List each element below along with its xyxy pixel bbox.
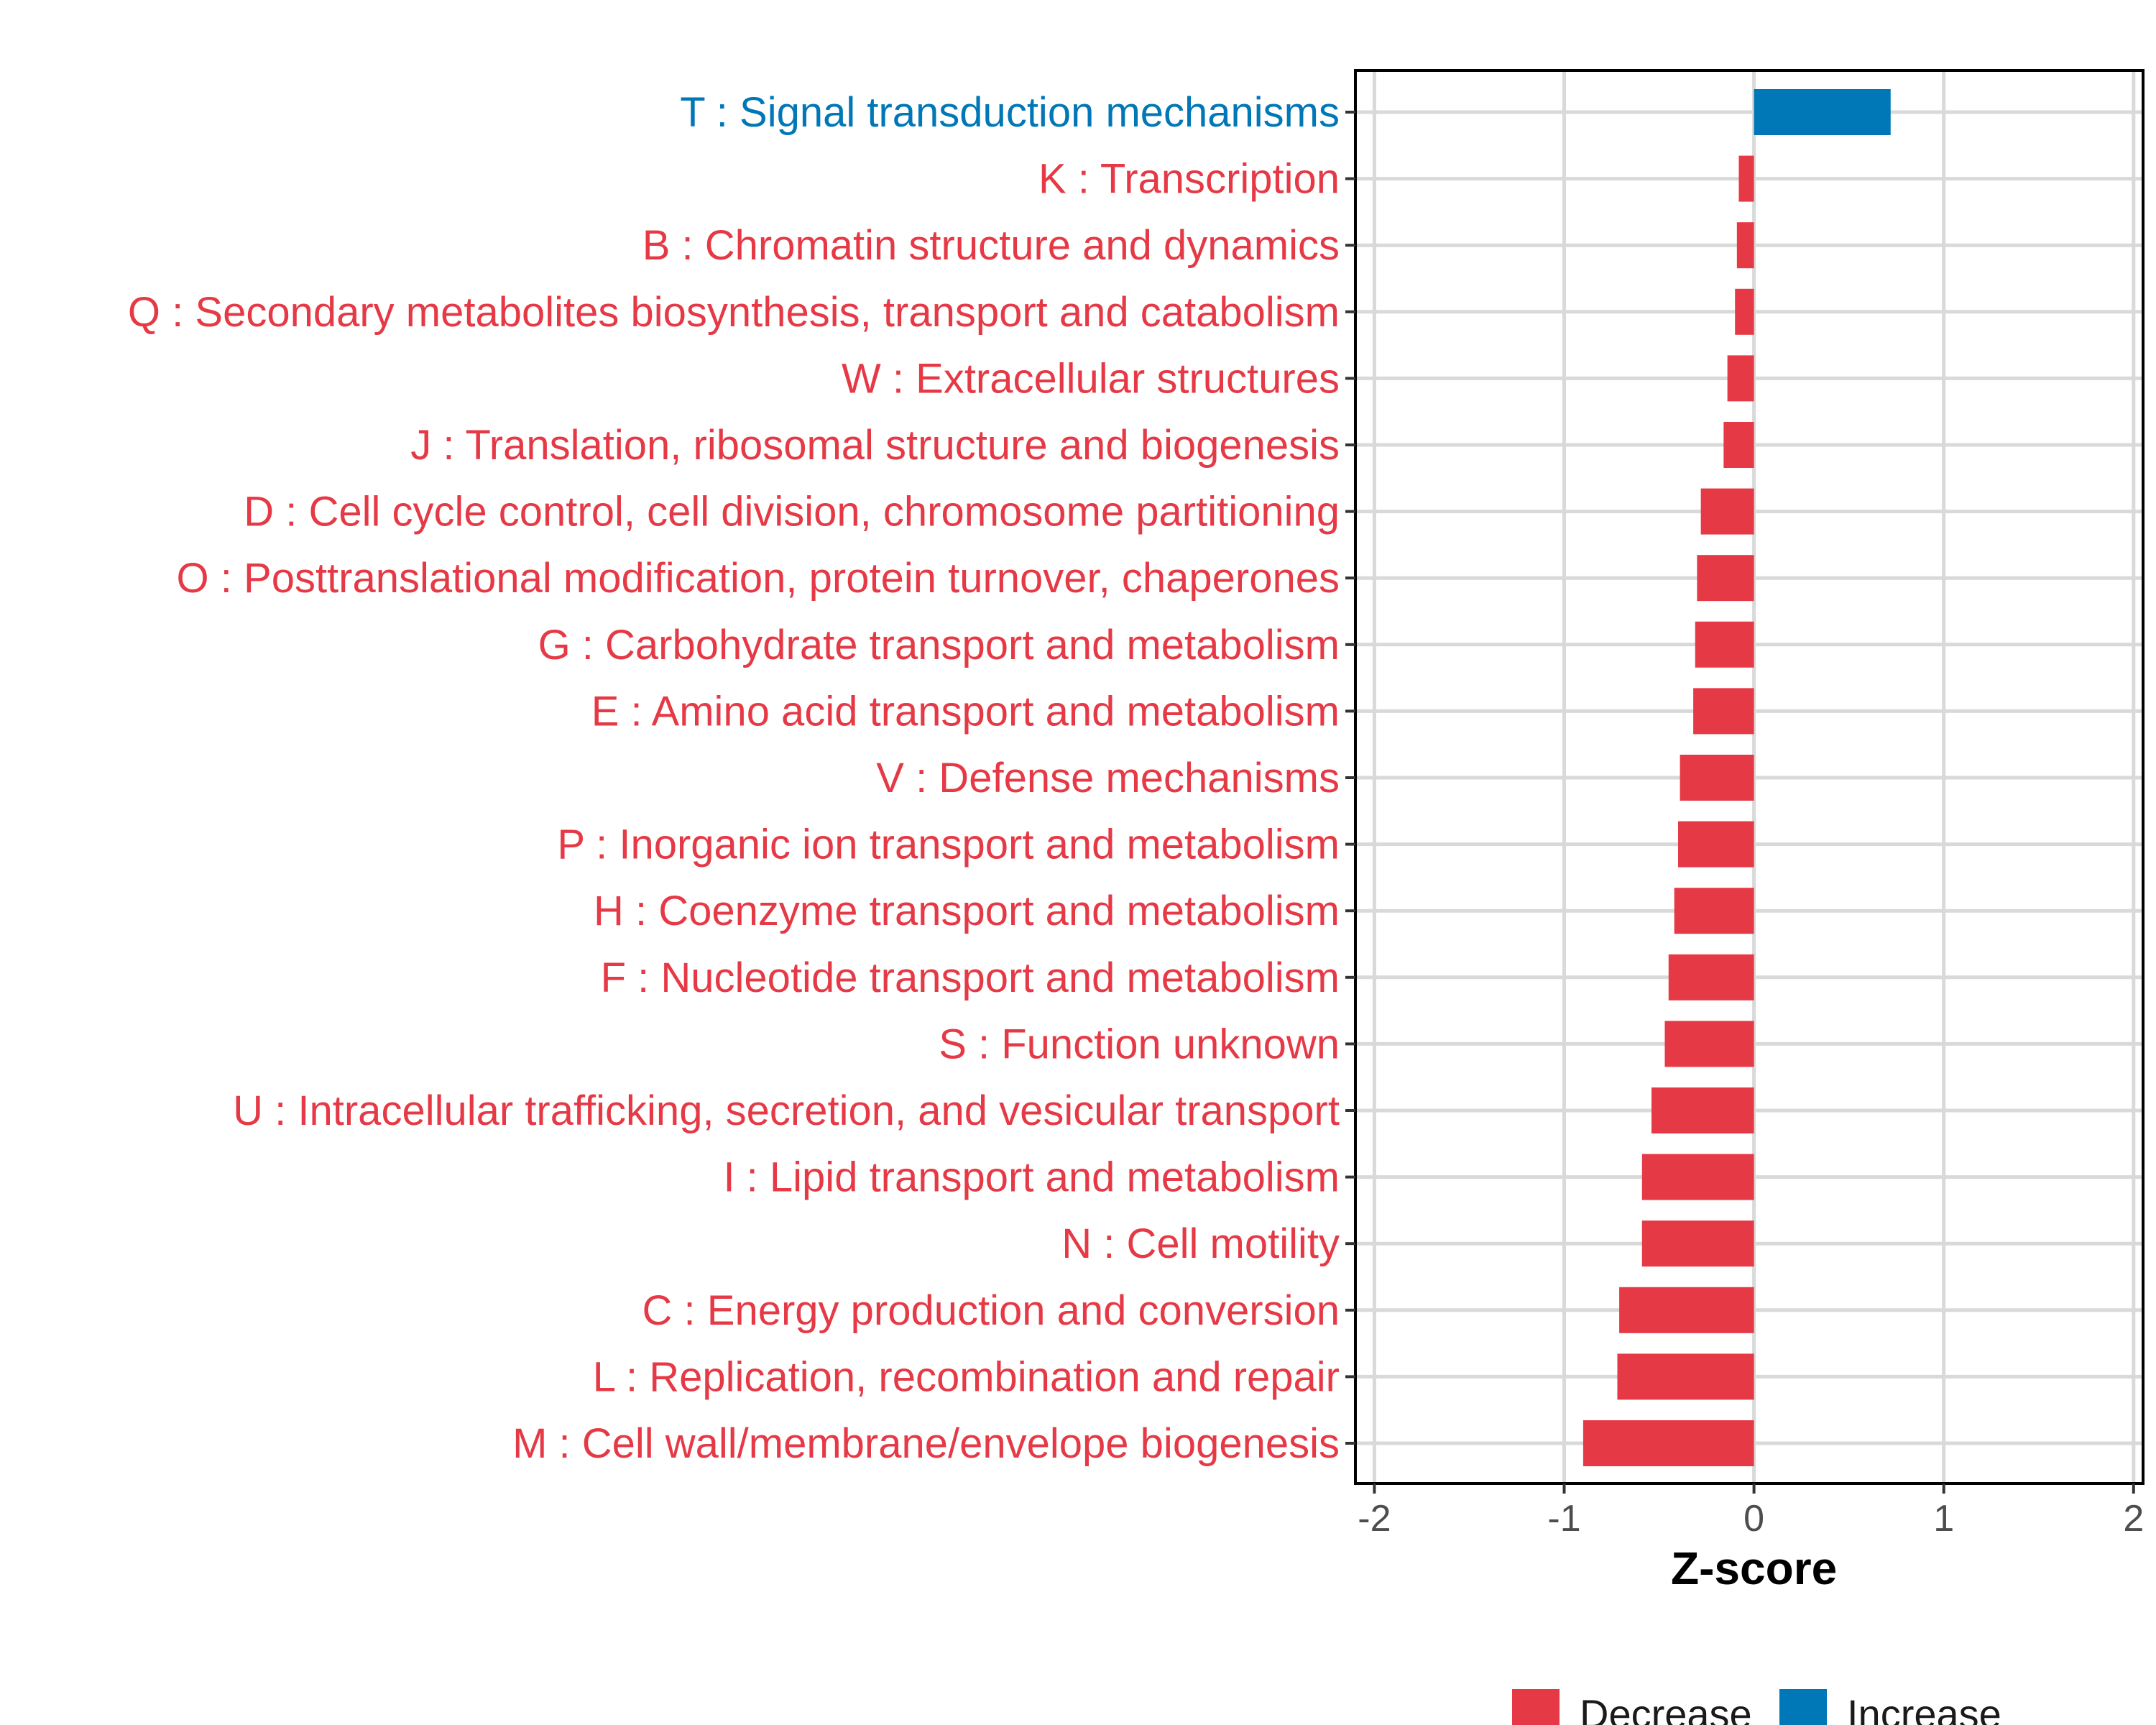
bar [1674, 888, 1754, 934]
category-label: W : Extracellular structures [842, 355, 1340, 402]
bar [1664, 1021, 1754, 1067]
bar [1680, 755, 1754, 801]
bar [1619, 1287, 1754, 1333]
category-label: Q : Secondary metabolites biosynthesis, … [128, 289, 1340, 336]
category-label: N : Cell motility [1061, 1220, 1340, 1267]
category-label: G : Carbohydrate transport and metabolis… [538, 622, 1340, 668]
bar [1677, 821, 1754, 868]
bar [1583, 1420, 1754, 1466]
bar [1693, 688, 1754, 735]
x-tick-label: -2 [1358, 1498, 1391, 1540]
x-tick-label: -1 [1547, 1498, 1580, 1540]
bar [1700, 488, 1754, 535]
bar [1641, 1154, 1754, 1200]
legend: Decrease Increase [1512, 1689, 2001, 1725]
category-label: B : Chromatin structure and dynamics [642, 222, 1340, 269]
category-label: D : Cell cycle control, cell division, c… [244, 489, 1340, 535]
bar [1651, 1087, 1754, 1133]
category-label: H : Coenzyme transport and metabolism [594, 888, 1340, 934]
bar [1617, 1353, 1754, 1400]
bar [1695, 621, 1754, 668]
legend-label-increase: Increase [1847, 1691, 2001, 1725]
bars-layer [1583, 89, 1891, 1466]
bar [1735, 288, 1754, 335]
legend-swatch-decrease [1512, 1689, 1560, 1725]
category-label: T : Signal transduction mechanisms [680, 89, 1340, 136]
category-label: E : Amino acid transport and metabolism [591, 688, 1340, 735]
x-tick-label: 2 [2123, 1498, 2144, 1540]
y-axis: T : Signal transduction mechanisms K : Tr… [128, 89, 1355, 1467]
x-axis: -2 -1 0 1 2 [1358, 1484, 2144, 1540]
bar [1738, 155, 1754, 202]
category-label: P : Inorganic ion transport and metaboli… [557, 822, 1340, 868]
bar [1641, 1220, 1754, 1267]
bar [1727, 355, 1754, 402]
category-label: U : Intracellular trafficking, secretion… [233, 1087, 1340, 1134]
x-axis-title: Z-score [1671, 1542, 1837, 1594]
category-label: V : Defense mechanisms [876, 755, 1340, 801]
category-label: O : Posttranslational modification, prot… [177, 555, 1340, 602]
bar [1697, 555, 1754, 602]
x-tick-label: 0 [1743, 1498, 1764, 1540]
category-label: I : Lipid transport and metabolism [723, 1154, 1340, 1201]
category-label: S : Function unknown [939, 1021, 1340, 1067]
category-label: C : Energy production and conversion [642, 1287, 1340, 1334]
category-label: F : Nucleotide transport and metabolism [601, 954, 1340, 1001]
category-label: K : Transcription [1038, 156, 1340, 203]
bar [1723, 422, 1754, 468]
category-label: M : Cell wall/membrane/envelope biogenes… [512, 1420, 1340, 1467]
legend-label-decrease: Decrease [1580, 1691, 1752, 1725]
bar [1736, 222, 1754, 269]
legend-swatch-increase [1779, 1689, 1827, 1725]
category-label: J : Translation, ribosomal structure and… [410, 422, 1340, 469]
x-tick-label: 1 [1933, 1498, 1954, 1540]
category-label: L : Replication, recombination and repai… [593, 1353, 1340, 1400]
bar [1754, 89, 1891, 135]
bar [1668, 954, 1754, 1000]
